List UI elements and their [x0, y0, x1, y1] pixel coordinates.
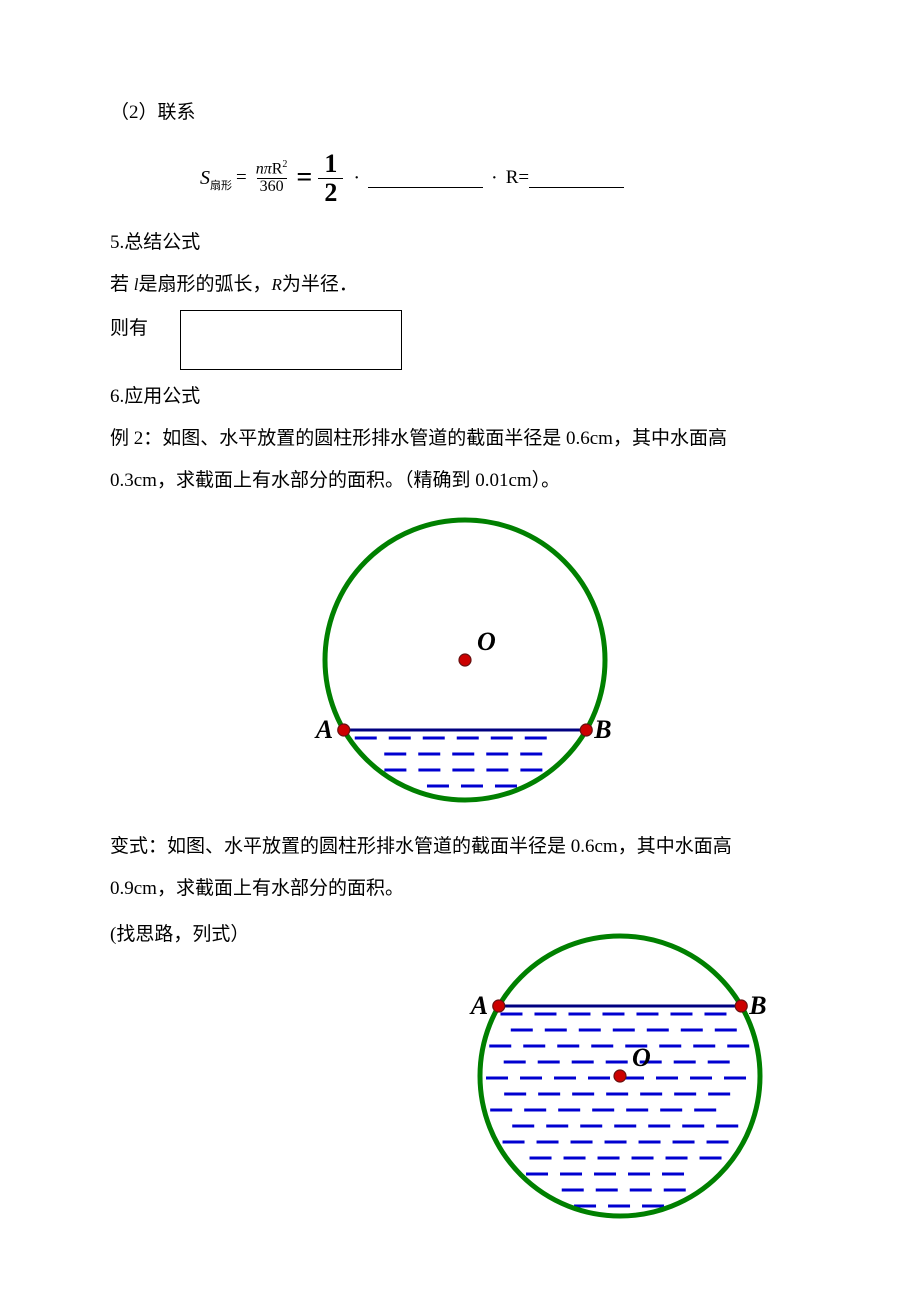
R-equals: R=	[506, 159, 529, 197]
svg-text:A: A	[469, 991, 488, 1020]
formula-answer-box	[180, 310, 402, 370]
blank-1	[368, 168, 483, 188]
svg-text:B: B	[748, 991, 766, 1020]
variant-line-1: 变式：如图、水平放置的圆柱形排水管道的截面半径是 0.6cm，其中水面高	[110, 828, 810, 866]
equals-2: =	[296, 150, 312, 206]
document-page: （2）联系 S扇形 = nπR2 360 = 1 2 · · R= 5.总结公式…	[0, 0, 920, 1284]
svg-text:A: A	[314, 715, 333, 744]
dot-1: ·	[353, 158, 360, 198]
fraction-1-2: 1 2	[318, 150, 343, 206]
equals-1: =	[236, 159, 247, 197]
section-2-label: （2）联系	[110, 94, 810, 132]
example-2-line-1: 例 2：如图、水平放置的圆柱形排水管道的截面半径是 0.6cm，其中水面高	[110, 420, 810, 458]
dot-2: ·	[491, 158, 498, 198]
variant-line-2: 0.9cm，求截面上有水部分的面积。	[110, 870, 810, 908]
section-5-line-1: 若 l是扇形的弧长，R为半径．	[110, 266, 810, 304]
then-have-label: 则有	[110, 310, 148, 348]
pipe-cross-section-diagram-2: O A B	[440, 916, 800, 1226]
section-6-title: 6.应用公式	[110, 378, 810, 416]
svg-text:O: O	[477, 627, 496, 656]
svg-text:O: O	[632, 1043, 651, 1072]
pipe-cross-section-diagram-1: O A B	[280, 510, 640, 810]
variant-line-3: (找思路，列式）	[110, 916, 249, 954]
fraction-npir2-360: nπR2 360	[253, 160, 291, 196]
diagram-1-wrap: O A B	[110, 510, 810, 810]
sector-area-formula: S扇形 = nπR2 360 = 1 2 · · R=	[200, 150, 810, 206]
diagram-2-wrap: O A B	[110, 916, 800, 1226]
section-5-title: 5.总结公式	[110, 224, 810, 262]
example-2-line-2: 0.3cm，求截面上有水部分的面积。（精确到 0.01cm）。	[110, 462, 810, 500]
svg-text:B: B	[593, 715, 611, 744]
formula-box-row: 则有	[110, 310, 810, 370]
blank-2	[529, 168, 624, 188]
symbol-S: S扇形	[200, 158, 232, 198]
